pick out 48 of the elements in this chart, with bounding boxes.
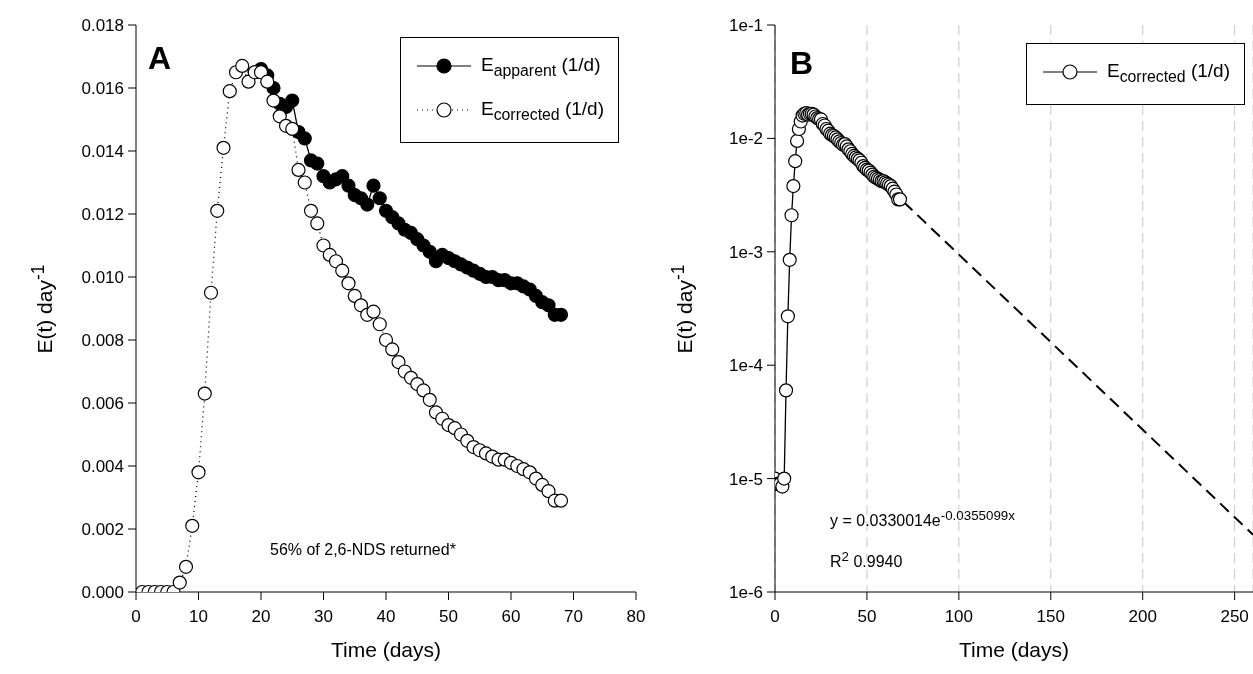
x-tick-label: 40 (376, 607, 396, 627)
x-tick-label: 80 (626, 607, 646, 627)
x-tick-label: 50 (439, 607, 458, 627)
x-tick-label: 250 (1220, 607, 1249, 627)
y-tick-label: 0.010 (81, 268, 124, 288)
point (297, 131, 312, 146)
x-tick-label: 20 (251, 607, 271, 627)
x-tick-label: 60 (501, 607, 521, 627)
annotation: B (790, 45, 814, 82)
point (285, 93, 300, 108)
point (360, 197, 375, 212)
y-tick-label: 1e-5 (728, 469, 763, 489)
x-tick-label: 150 (1036, 607, 1065, 627)
y-tick-label: 0.008 (81, 331, 124, 351)
y-tick-label: 1e-4 (728, 356, 763, 376)
x-tick-label: 30 (314, 607, 333, 627)
y-tick-label: 0.018 (81, 16, 124, 36)
legend-label: E$_{corrected}$ (1/d) (480, 97, 604, 123)
x-tick-label: 200 (1128, 607, 1157, 627)
x-tick-label: 0 (770, 607, 780, 627)
y-tick-label: 1e-6 (728, 583, 763, 603)
legend-label: E$_{corrected}$ (1/d) (1106, 60, 1230, 85)
annotation: 56% of 2,6-NDS returned* (270, 541, 456, 559)
y-tick-label: 0.004 (81, 457, 124, 477)
x-axis-title: Time (days) (329, 638, 443, 662)
x-tick-label: 0 (131, 607, 141, 627)
y-tick-label: 1e-2 (728, 129, 763, 149)
y-tick-label: 0.002 (81, 520, 124, 540)
y-tick-label: 0.014 (81, 142, 124, 162)
x-tick-label: 100 (944, 607, 974, 627)
annotation: R$^{2}$ 0.9940 (830, 549, 903, 572)
point (372, 191, 387, 206)
x-axis-title: Time (days) (957, 638, 1071, 662)
y-tick-label: 1e-1 (728, 16, 763, 36)
y-tick-label: 0.006 (81, 394, 124, 414)
y-tick-label: 0.012 (81, 205, 124, 225)
x-tick-label: 10 (189, 607, 208, 627)
annotation: A (148, 40, 172, 77)
legend-label: E$_{apparent}$ (1/d) (480, 54, 601, 79)
point (310, 156, 325, 171)
y-tick-label: 1e-3 (728, 242, 763, 262)
point (366, 178, 381, 193)
x-tick-label: 70 (564, 607, 583, 627)
point (335, 169, 350, 184)
annotation: y = 0.0330014e$^{-0.0355099x}$ (830, 508, 1015, 531)
x-tick-label: 50 (857, 607, 877, 627)
y-tick-label: 0.016 (81, 79, 124, 99)
y-tick-label: 0.000 (81, 583, 124, 603)
